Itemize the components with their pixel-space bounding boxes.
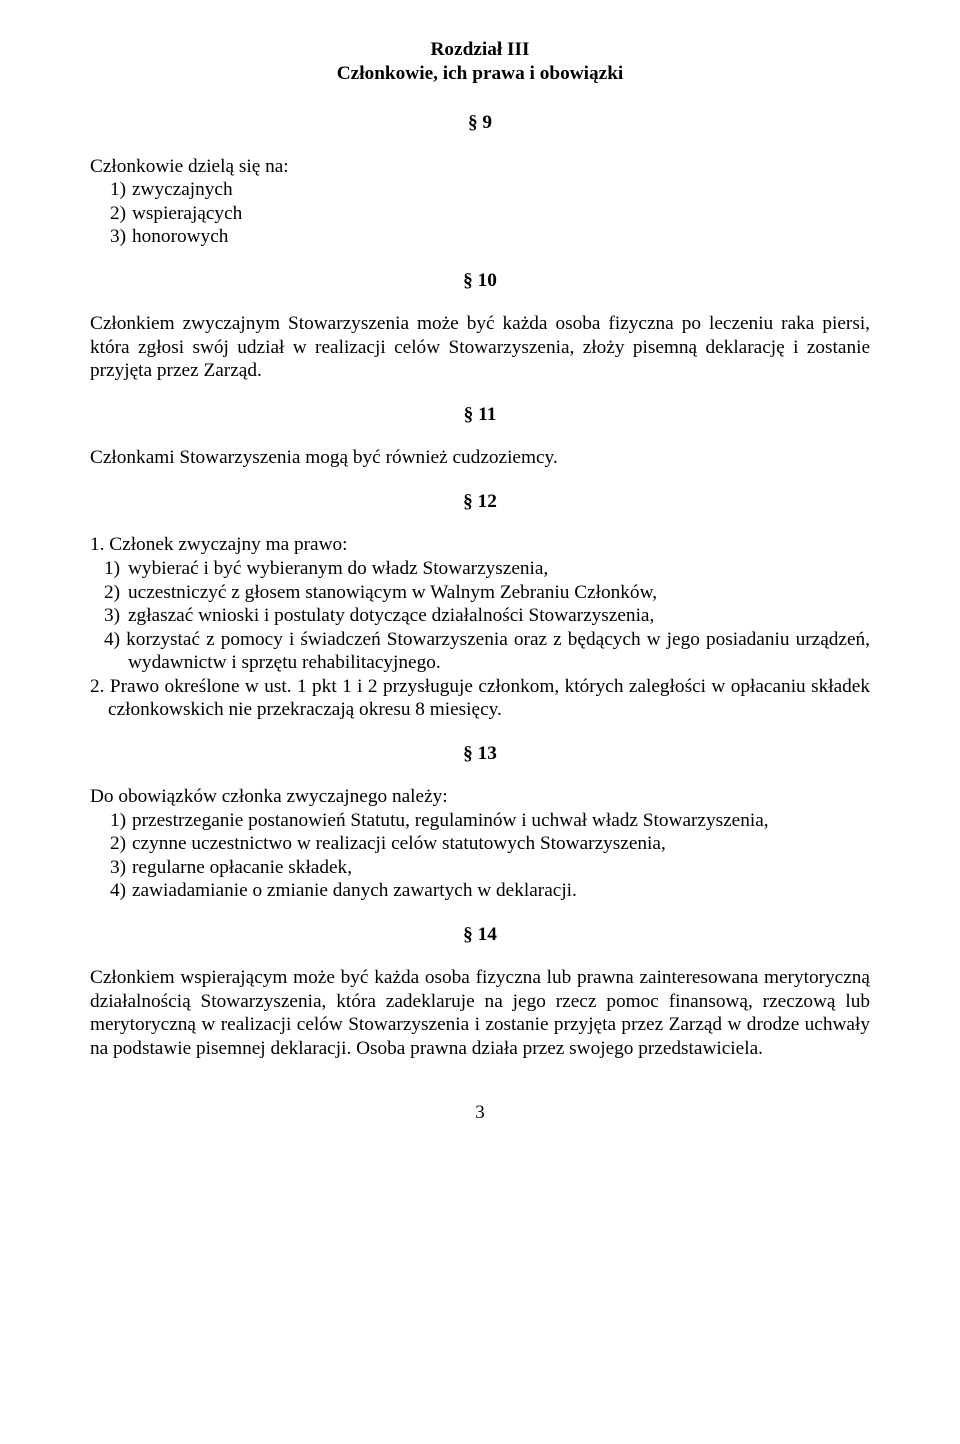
section-11-para: Członkami Stowarzyszenia mogą być równie… [90,446,870,470]
list-text: wspierających [132,202,870,226]
list-marker: 2) [90,202,132,226]
document-page: Rozdział III Członkowie, ich prawa i obo… [0,0,960,1444]
list-item: 4) korzystać z pomocy i świadczeń Stowar… [90,628,870,675]
list-marker: 3) [90,604,128,628]
section-14-number: § 14 [90,923,870,947]
list-text: zgłaszać wnioski i postulaty dotyczące d… [128,604,870,628]
list-text: uczestniczyć z głosem stanowiącym w Waln… [128,581,870,605]
list-item: 3) honorowych [90,225,870,249]
section-10-para: Członkiem zwyczajnym Stowarzyszenia może… [90,312,870,383]
section-13-number: § 13 [90,742,870,766]
list-marker: 2) [90,832,132,856]
chapter-line1: Rozdział III [90,38,870,62]
section-9-number: § 9 [90,111,870,135]
list-text: regularne opłacanie składek, [132,856,870,880]
list-item: 1) zwyczajnych [90,178,870,202]
list-marker: 1) [90,178,132,202]
list-item: 3) regularne opłacanie składek, [90,856,870,880]
list-marker: 2) [90,581,128,605]
list-marker: 1) [90,809,132,833]
list-item: 1) przestrzeganie postanowień Statutu, r… [90,809,870,833]
list-marker: 3) [90,856,132,880]
section-13-list: 1) przestrzeganie postanowień Statutu, r… [90,809,870,903]
section-14-para: Członkiem wspierającym może być każda os… [90,966,870,1060]
list-marker: 4) [90,879,132,903]
list-item: 3) zgłaszać wnioski i postulaty dotycząc… [90,604,870,628]
list-item: 2) wspierających [90,202,870,226]
section-9-list: 1) zwyczajnych 2) wspierających 3) honor… [90,178,870,249]
section-12-list: 1) wybierać i być wybieranym do władz St… [90,557,870,675]
section-13-intro: Do obowiązków członka zwyczajnego należy… [90,785,870,809]
list-item: 1) wybierać i być wybieranym do władz St… [90,557,870,581]
list-item: 4) zawiadamianie o zmianie danych zawart… [90,879,870,903]
list-item: 2) czynne uczestnictwo w realizacji celó… [90,832,870,856]
chapter-heading: Rozdział III Członkowie, ich prawa i obo… [90,38,870,85]
list-text: honorowych [132,225,870,249]
list-marker: 1) [90,557,128,581]
list-text: zawiadamianie o zmianie danych zawartych… [132,879,870,903]
list-text: przestrzeganie postanowień Statutu, regu… [132,809,870,833]
list-text: czynne uczestnictwo w realizacji celów s… [132,832,870,856]
list-marker: 3) [90,225,132,249]
list-item: 2) uczestniczyć z głosem stanowiącym w W… [90,581,870,605]
section-11-number: § 11 [90,403,870,427]
section-12-p1-intro: 1. Członek zwyczajny ma prawo: [90,533,870,557]
section-10-number: § 10 [90,269,870,293]
chapter-line2: Członkowie, ich prawa i obowiązki [90,62,870,86]
section-12-p2: 2. Prawo określone w ust. 1 pkt 1 i 2 pr… [90,675,870,722]
section-9-intro: Członkowie dzielą się na: [90,155,870,179]
list-marker: 4) [104,629,126,650]
section-12-number: § 12 [90,490,870,514]
list-text: zwyczajnych [132,178,870,202]
list-text: korzystać z pomocy i świadczeń Stowarzys… [126,629,870,674]
page-number: 3 [90,1101,870,1125]
list-text: wybierać i być wybieranym do władz Stowa… [128,557,870,581]
